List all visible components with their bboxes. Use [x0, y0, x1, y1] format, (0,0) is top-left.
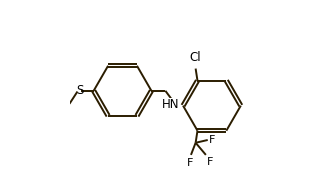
Text: F: F	[187, 158, 193, 168]
Text: HN: HN	[162, 98, 179, 111]
Text: Cl: Cl	[190, 51, 201, 64]
Text: S: S	[76, 84, 83, 97]
Text: F: F	[207, 157, 214, 167]
Text: F: F	[209, 135, 215, 145]
